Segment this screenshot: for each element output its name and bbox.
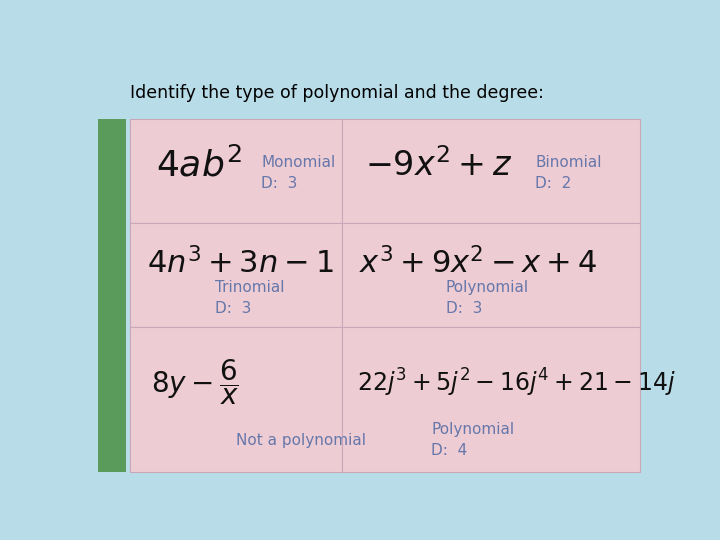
Bar <box>341 119 639 223</box>
Bar <box>130 327 341 472</box>
Text: $4ab^2$: $4ab^2$ <box>156 147 242 184</box>
Text: Binomial
D:  2: Binomial D: 2 <box>535 155 602 191</box>
Text: $x^3 + 9x^2 - x + 4$: $x^3 + 9x^2 - x + 4$ <box>359 246 598 279</box>
Text: Monomial
D:  3: Monomial D: 3 <box>261 155 336 191</box>
Text: Polynomial
D:  3: Polynomial D: 3 <box>446 280 529 316</box>
Text: $- 9x^2 + z$: $- 9x^2 + z$ <box>366 148 513 183</box>
Bar <box>99 119 126 472</box>
Text: $22j^3 + 5j^2 - 16j^4 + 21 - 14j$: $22j^3 + 5j^2 - 16j^4 + 21 - 14j$ <box>356 366 675 399</box>
Text: Trinomial
D:  3: Trinomial D: 3 <box>215 280 284 316</box>
Bar <box>130 119 341 223</box>
Text: Identify the type of polynomial and the degree:: Identify the type of polynomial and the … <box>130 84 544 102</box>
Bar <box>341 327 639 472</box>
Text: $8y - \dfrac{6}{x}$: $8y - \dfrac{6}{x}$ <box>151 357 239 407</box>
Text: Polynomial
D:  4: Polynomial D: 4 <box>431 422 514 458</box>
Bar <box>130 223 341 327</box>
Text: $4n^3 + 3n - 1$: $4n^3 + 3n - 1$ <box>147 246 334 279</box>
Bar <box>341 223 639 327</box>
Text: Not a polynomial: Not a polynomial <box>236 433 366 448</box>
